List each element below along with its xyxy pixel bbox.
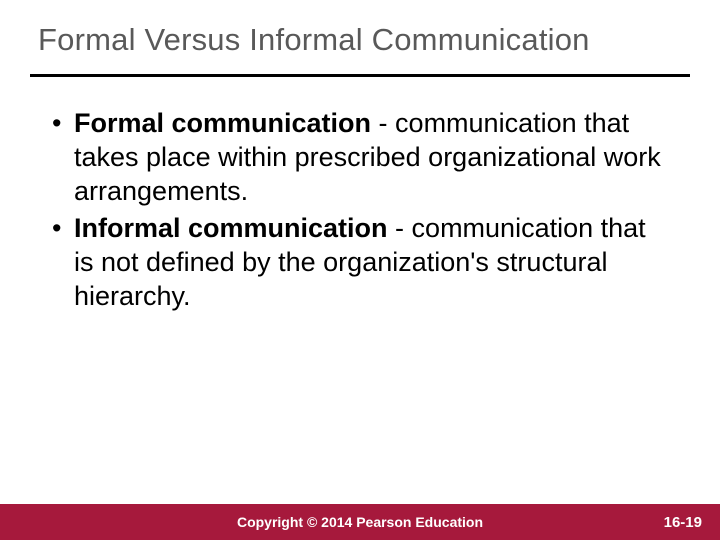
slide-footer: Copyright © 2014 Pearson Education 16-19 [0, 504, 720, 540]
term: Formal communication [74, 108, 371, 138]
bullet-item: • Formal communication - communication t… [50, 107, 670, 208]
bullet-marker-icon: • [50, 107, 74, 141]
slide-title: Formal Versus Informal Communication [0, 0, 720, 70]
bullet-marker-icon: • [50, 212, 74, 246]
bullet-text: Informal communication - communication t… [74, 212, 670, 313]
separator: - [371, 108, 395, 138]
term: Informal communication [74, 213, 388, 243]
slide-body: • Formal communication - communication t… [0, 77, 720, 314]
slide: Formal Versus Informal Communication • F… [0, 0, 720, 540]
page-number: 16-19 [664, 514, 702, 531]
copyright-text: Copyright © 2014 Pearson Education [0, 514, 720, 530]
bullet-item: • Informal communication - communication… [50, 212, 670, 313]
bullet-text: Formal communication - communication tha… [74, 107, 670, 208]
separator: - [388, 213, 412, 243]
